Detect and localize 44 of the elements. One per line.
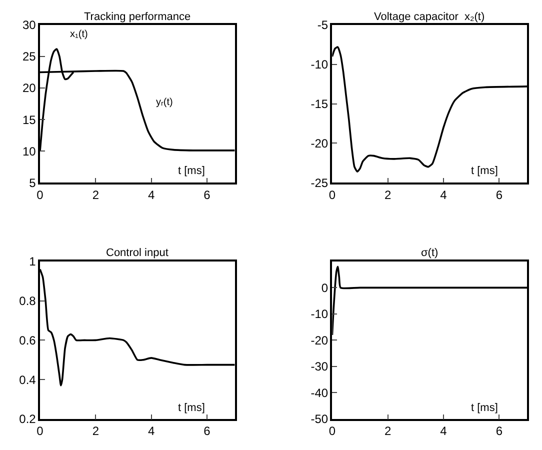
- y-tick-label: 0.4: [19, 372, 36, 387]
- y-tick-label: 0.2: [19, 412, 36, 426]
- y-tick-label: -20: [310, 333, 328, 348]
- x-axis-title: t [ms]: [471, 165, 498, 177]
- y-tick-label: 20: [22, 81, 36, 96]
- y-tick-label: 0: [321, 280, 328, 295]
- x-axis-title: t [ms]: [178, 165, 205, 177]
- chart-title: Tracking performance: [84, 11, 191, 23]
- x-tick-label: 4: [148, 188, 155, 202]
- y-tick-label: 15: [22, 112, 36, 127]
- x-tick-label: 4: [148, 424, 155, 438]
- series-label: yᵣ(t): [156, 97, 173, 108]
- y-tick-label: 0.8: [19, 294, 36, 308]
- x-tick-label: 6: [496, 188, 503, 202]
- x-tick-label: 2: [384, 424, 392, 438]
- y-tick-label: -5: [317, 18, 328, 32]
- x-axis-title: t [ms]: [178, 402, 205, 414]
- chart-title: Control input: [106, 247, 168, 259]
- y-tick-label: 1: [29, 254, 36, 269]
- x-tick-label: 2: [92, 424, 100, 438]
- y-tick-label: -15: [310, 97, 328, 111]
- y-tick-label: 25: [22, 50, 36, 64]
- y-tick-label: -20: [310, 136, 328, 150]
- x-tick-label: 6: [204, 424, 211, 438]
- y-tick-label: -25: [310, 176, 328, 190]
- y-tick-label: 30: [22, 18, 36, 32]
- x-tick-label: 4: [440, 424, 448, 438]
- chart-title: Voltage capacitor x₂(t): [374, 11, 485, 23]
- x-tick-label: 2: [384, 188, 392, 202]
- x-tick-label: 6: [496, 424, 503, 438]
- y-tick-label: -10: [310, 307, 328, 322]
- x-axis-title: t [ms]: [471, 402, 498, 414]
- y-tick-label: 0.6: [19, 333, 36, 348]
- x-tick-label: 4: [440, 188, 448, 202]
- chart-title: σ(t): [421, 247, 438, 259]
- series-label: x₁(t): [70, 29, 88, 40]
- y-tick-label: 10: [22, 144, 36, 158]
- y-tick-label: -50: [310, 412, 328, 426]
- y-tick-label: -30: [310, 360, 328, 374]
- x-tick-label: 2: [92, 188, 100, 202]
- y-tick-label: -10: [310, 58, 328, 72]
- x-tick-label: 6: [204, 188, 211, 202]
- y-tick-label: 5: [29, 176, 36, 190]
- y-tick-label: -40: [310, 386, 328, 400]
